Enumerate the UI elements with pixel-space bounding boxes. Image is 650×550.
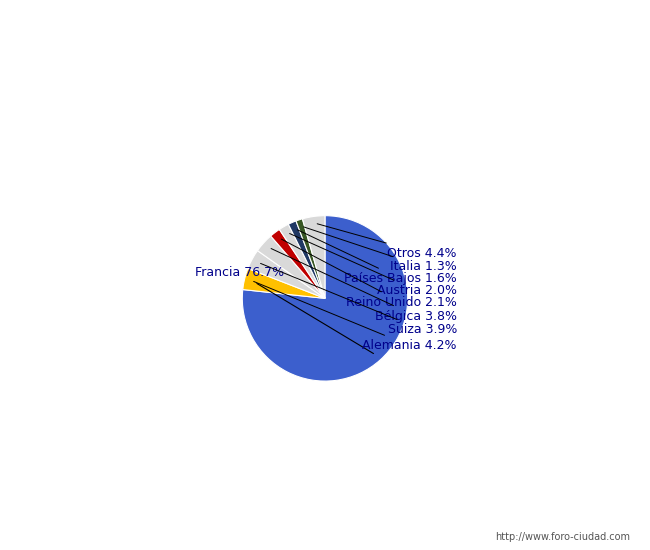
- Wedge shape: [257, 236, 325, 298]
- Text: Países Bajos 1.6%: Países Bajos 1.6%: [297, 230, 457, 285]
- Wedge shape: [289, 221, 325, 298]
- Text: Bélgica 3.8%: Bélgica 3.8%: [271, 249, 457, 323]
- Text: Portbou - Turistas extranjeros según país - Abril de 2024: Portbou - Turistas extranjeros según paí…: [110, 18, 540, 34]
- Text: http://www.foro-ciudad.com: http://www.foro-ciudad.com: [495, 532, 630, 542]
- Wedge shape: [242, 216, 408, 381]
- Text: Austria 2.0%: Austria 2.0%: [290, 234, 457, 297]
- Wedge shape: [242, 268, 325, 298]
- Wedge shape: [270, 229, 325, 298]
- Wedge shape: [302, 216, 325, 298]
- Text: Francia 76.7%: Francia 76.7%: [194, 266, 374, 354]
- Text: Otros 4.4%: Otros 4.4%: [317, 224, 457, 260]
- Text: Italia 1.3%: Italia 1.3%: [304, 227, 457, 273]
- Text: Suiza 3.9%: Suiza 3.9%: [261, 263, 457, 337]
- Wedge shape: [296, 219, 325, 298]
- Wedge shape: [248, 251, 325, 298]
- Text: Reino Unido 2.1%: Reino Unido 2.1%: [281, 239, 457, 309]
- Wedge shape: [280, 224, 325, 298]
- Text: Alemania 4.2%: Alemania 4.2%: [254, 282, 457, 352]
